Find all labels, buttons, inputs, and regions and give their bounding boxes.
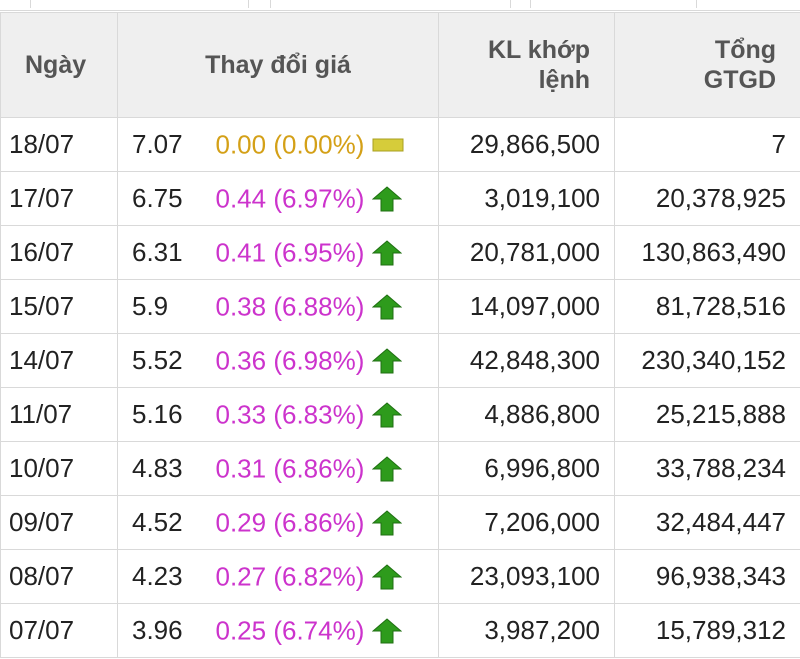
up-arrow-icon (372, 294, 403, 320)
table-row: 07/07 3.96 0.25 (6.74%) 3,987,200 15,789,312 (0, 603, 800, 658)
cell-price: 5.16 (117, 387, 212, 442)
top-divider (30, 0, 31, 8)
cell-price-change: 0.41 (6.95%) (211, 225, 440, 280)
up-arrow-icon (372, 510, 403, 536)
cell-price: 6.31 (117, 225, 212, 280)
cell-total-value: 25,215,888 (614, 387, 800, 442)
cell-price: 4.23 (117, 549, 212, 604)
cell-matched-volume: 42,848,300 (438, 333, 616, 388)
price-change-text: 0.44 (6.97%) (215, 183, 365, 214)
cell-price: 5.52 (117, 333, 212, 388)
cell-price-change: 0.00 (0.00%) (211, 117, 440, 172)
cell-date: 09/07 (0, 495, 118, 550)
cell-total-value: 33,788,234 (614, 441, 800, 496)
up-arrow-icon (372, 456, 403, 482)
cell-total-value: 130,863,490 (614, 225, 800, 280)
top-divider (510, 0, 511, 8)
table-body: 18/07 7.07 0.00 (0.00%) 29,866,500 7 17/07 6.7… (0, 117, 800, 658)
cell-price-change: 0.36 (6.98%) (211, 333, 440, 388)
cell-date: 15/07 (0, 279, 118, 334)
cell-matched-volume: 6,996,800 (438, 441, 616, 496)
cell-price-change: 0.44 (6.97%) (211, 171, 440, 226)
cell-price: 4.83 (117, 441, 212, 496)
up-arrow-icon (372, 402, 403, 428)
price-change-text: 0.29 (6.86%) (215, 507, 365, 538)
cell-matched-volume: 29,866,500 (438, 117, 616, 172)
cell-total-value: 20,378,925 (614, 171, 800, 226)
header-price-change[interactable]: Thay đổi giá (116, 12, 440, 118)
cell-price-change: 0.29 (6.86%) (211, 495, 440, 550)
table-row: 11/07 5.16 0.33 (6.83%) 4,886,800 25,215,888 (0, 387, 800, 442)
cell-price-change: 0.33 (6.83%) (211, 387, 440, 442)
cell-total-value: 96,938,343 (614, 549, 800, 604)
up-arrow-icon (372, 186, 403, 212)
header-matched-volume[interactable]: KL khớp lệnh (438, 12, 616, 118)
price-change-text: 0.25 (6.74%) (215, 615, 365, 646)
cell-matched-volume: 14,097,000 (438, 279, 616, 334)
header-date[interactable]: Ngày (0, 12, 118, 118)
cell-total-value: 230,340,152 (614, 333, 800, 388)
cell-matched-volume: 4,886,800 (438, 387, 616, 442)
cell-total-value: 81,728,516 (614, 279, 800, 334)
no-change-icon (372, 138, 404, 152)
table-row: 17/07 6.75 0.44 (6.97%) 3,019,100 20,378,925 (0, 171, 800, 226)
cell-price-change: 0.27 (6.82%) (211, 549, 440, 604)
cell-matched-volume: 23,093,100 (438, 549, 616, 604)
previous-table-edge (0, 0, 800, 11)
cell-price: 7.07 (117, 117, 212, 172)
price-change-text: 0.33 (6.83%) (215, 399, 365, 430)
cell-date: 18/07 (0, 117, 118, 172)
header-total-line2: GTGD (703, 66, 777, 94)
top-divider (696, 0, 697, 8)
cell-price-change: 0.38 (6.88%) (211, 279, 440, 334)
table-row: 14/07 5.52 0.36 (6.98%) 42,848,300 230,340,1… (0, 333, 800, 388)
cell-date: 16/07 (0, 225, 118, 280)
price-change-text: 0.41 (6.95%) (215, 237, 365, 268)
top-divider (530, 0, 531, 8)
table-header-row: Ngày Thay đổi giá KL khớp lệnh Tổng GTGD (0, 12, 800, 118)
cell-price: 6.75 (117, 171, 212, 226)
price-change-text: 0.36 (6.98%) (215, 345, 365, 376)
up-arrow-icon (372, 240, 403, 266)
up-arrow-icon (372, 564, 403, 590)
price-change-text: 0.38 (6.88%) (215, 291, 365, 322)
price-history-table: Ngày Thay đổi giá KL khớp lệnh Tổng GTGD 1… (0, 12, 800, 658)
price-change-text: 0.27 (6.82%) (215, 561, 365, 592)
cell-matched-volume: 3,987,200 (438, 603, 616, 658)
table-row: 09/07 4.52 0.29 (6.86%) 7,206,000 32,484,447 (0, 495, 800, 550)
table-row: 15/07 5.9 0.38 (6.88%) 14,097,000 81,728,516 (0, 279, 800, 334)
price-change-text: 0.00 (0.00%) (215, 129, 365, 160)
header-volume-line1: KL khớp (487, 36, 591, 64)
cell-date: 14/07 (0, 333, 118, 388)
cell-date: 07/07 (0, 603, 118, 658)
top-divider (248, 0, 249, 8)
cell-price: 4.52 (117, 495, 212, 550)
cell-price-change: 0.25 (6.74%) (211, 603, 440, 658)
cell-price: 5.9 (117, 279, 212, 334)
up-arrow-icon (372, 618, 403, 644)
price-change-text: 0.31 (6.86%) (215, 453, 365, 484)
cell-matched-volume: 7,206,000 (438, 495, 616, 550)
table-row: 08/07 4.23 0.27 (6.82%) 23,093,100 96,938,34… (0, 549, 800, 604)
header-total-value[interactable]: Tổng GTGD (614, 12, 800, 118)
cell-matched-volume: 20,781,000 (438, 225, 616, 280)
cell-date: 17/07 (0, 171, 118, 226)
top-divider (270, 0, 271, 8)
header-total-line1: Tổng (714, 36, 777, 64)
table-row: 10/07 4.83 0.31 (6.86%) 6,996,800 33,788,234 (0, 441, 800, 496)
table-row: 18/07 7.07 0.00 (0.00%) 29,866,500 7 (0, 117, 800, 172)
cell-price: 3.96 (117, 603, 212, 658)
table-row: 16/07 6.31 0.41 (6.95%) 20,781,000 130,863,4… (0, 225, 800, 280)
cell-price-change: 0.31 (6.86%) (211, 441, 440, 496)
cell-total-value: 7 (614, 117, 800, 172)
header-volume-line2: lệnh (538, 66, 591, 94)
cell-matched-volume: 3,019,100 (438, 171, 616, 226)
cell-date: 08/07 (0, 549, 118, 604)
cell-date: 11/07 (0, 387, 118, 442)
cell-total-value: 32,484,447 (614, 495, 800, 550)
up-arrow-icon (372, 348, 403, 374)
cell-date: 10/07 (0, 441, 118, 496)
cell-total-value: 15,789,312 (614, 603, 800, 658)
